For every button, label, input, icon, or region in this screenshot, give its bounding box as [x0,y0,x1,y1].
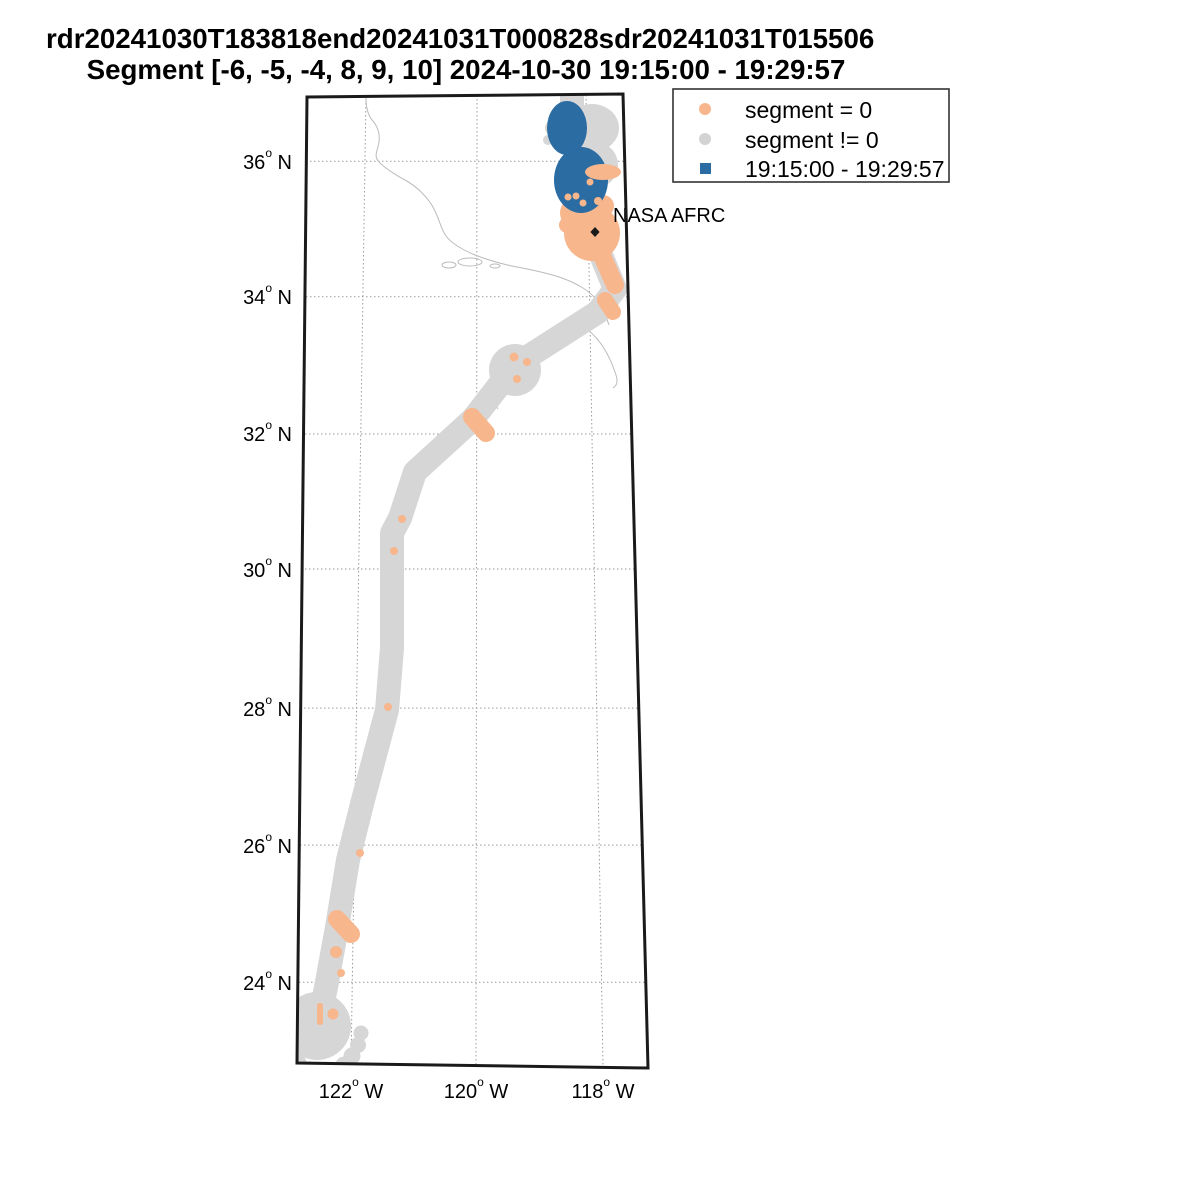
svg-text:rdr20241030T183818end20241031T: rdr20241030T183818end20241031T000828sdr2… [46,23,874,54]
svg-text:segment != 0: segment != 0 [745,127,879,153]
svg-text:Segment [-6, -5, -4, 8, 9, 10]: Segment [-6, -5, -4, 8, 9, 10] 2024-10-3… [87,54,846,85]
svg-text:segment = 0: segment = 0 [745,97,872,123]
svg-text:19:15:00 - 19:29:57: 19:15:00 - 19:29:57 [745,156,945,182]
svg-text:NASA AFRC: NASA AFRC [613,205,725,227]
